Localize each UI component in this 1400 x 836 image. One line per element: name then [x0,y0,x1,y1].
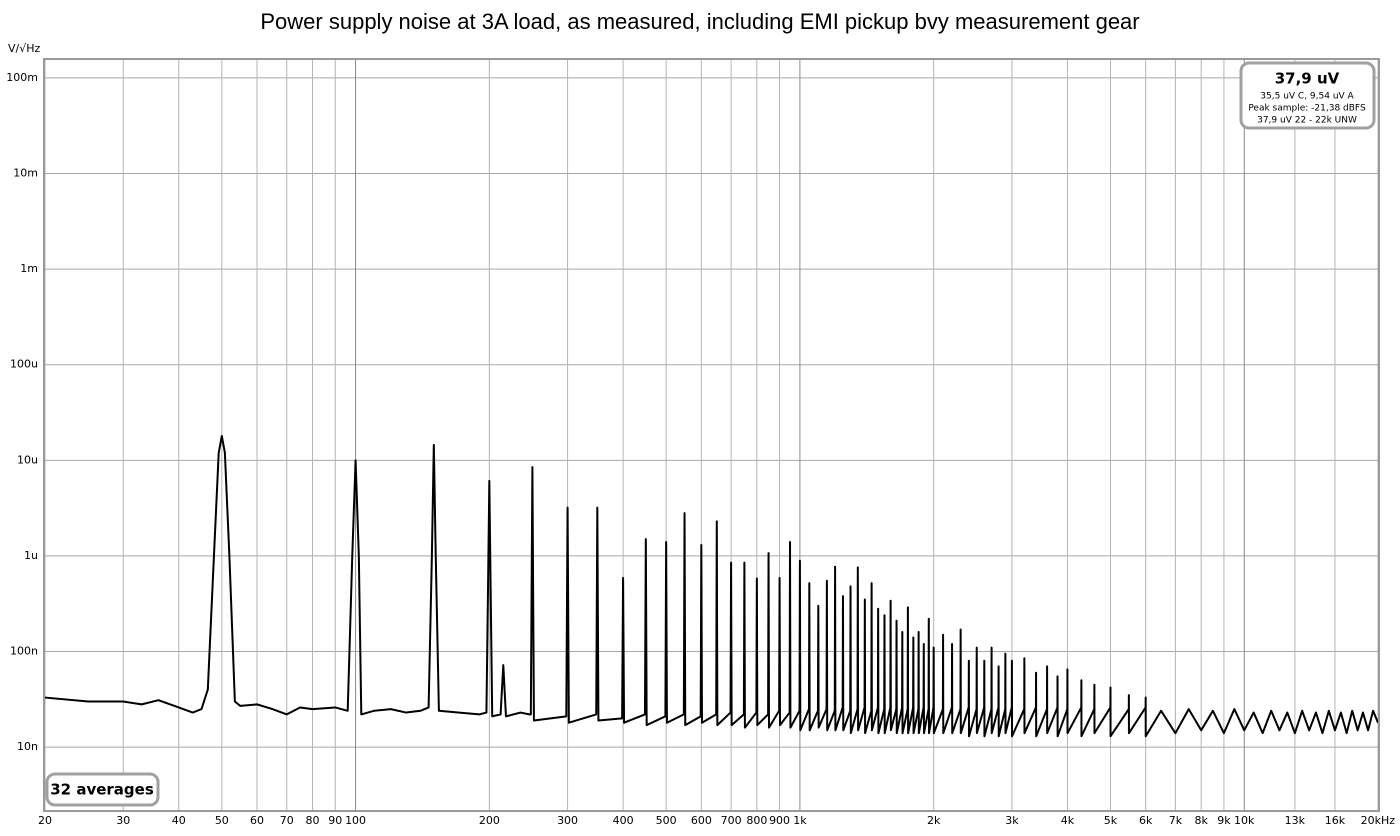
x-tick-label: 60 [250,814,264,827]
plot [44,434,1379,738]
info-line: 37,9 uV 22 - 22k UNW [1257,116,1357,126]
y-tick-label: 1m [20,262,38,275]
x-tick-label: 900 [769,814,790,827]
x-tick-label: 800 [746,814,767,827]
x-tick-label: 500 [656,814,677,827]
x-tick-label: 200 [479,814,500,827]
x-tick-label: 1k [793,814,807,827]
averages-box: 32 averages [45,772,160,807]
x-tick-label: 6k [1139,814,1153,827]
x-tick-label: 8k [1194,814,1208,827]
x-tick-label: 80 [306,814,320,827]
x-tick-label: 3k [1005,814,1019,827]
y-tick-label: 1u [24,549,38,562]
x-tick-label: 4k [1061,814,1075,827]
x-tick-label: 20kHz [1361,814,1396,827]
info-line: Peak sample: -21,38 dBFS [1248,104,1366,114]
y-tick-label: 10u [17,453,38,466]
spectrum-line [44,434,1379,738]
x-tick-label: 10k [1234,814,1255,827]
x-tick-label: 300 [557,814,578,827]
x-tick-label: 70 [280,814,294,827]
y-tick-label: 100n [10,645,38,658]
x-tick-label: 13k [1285,814,1306,827]
info-box-frame [1239,61,1376,130]
x-tick-label: 400 [613,814,634,827]
averages-label: 32 averages [50,781,154,799]
y-tick-label: 100u [10,358,38,371]
x-tick-label: 30 [116,814,130,827]
y-unit: V/√Hz [8,42,41,55]
x-tick-label: 7k [1169,814,1183,827]
y-tick-label: 10m [13,167,38,180]
x-tick-label: 50 [215,814,229,827]
averages-frame [45,772,160,807]
chart-title: Power supply noise at 3A load, as measur… [260,9,1139,34]
x-tick-label: 16k [1325,814,1346,827]
x-tick-label: 2k [927,814,941,827]
info-line: 35,5 uV C, 9,54 uV A [1260,92,1354,102]
x-tick-label: 100 [345,814,366,827]
info-title: 37,9 uV [1275,70,1340,88]
x-tick-label: 5k [1104,814,1118,827]
x-tick-label: 20 [38,814,52,827]
x-tick-label: 700 [721,814,742,827]
x-tick-label: 90 [328,814,342,827]
x-tick-label: 40 [172,814,186,827]
y-tick-label: 10n [17,740,38,753]
y-tick-label: 100m [6,71,38,84]
x-tick-label: 9k [1217,814,1231,827]
info-box: 37,9 uV 35,5 uV C, 9,54 uV A Peak sample… [1239,61,1376,130]
x-tick-label: 600 [691,814,712,827]
plot-frame [43,58,1380,812]
